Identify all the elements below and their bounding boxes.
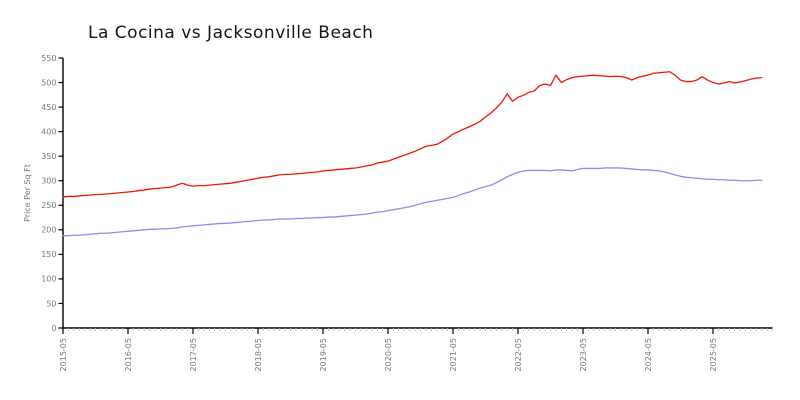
y-tick-label: 150 (41, 250, 56, 259)
axis-spines (62, 58, 773, 329)
y-tick-label: 100 (41, 275, 56, 284)
y-tick-label: 200 (41, 226, 56, 235)
y-tick-label: 0 (51, 324, 56, 333)
y-tick-label: 300 (41, 177, 56, 186)
y-tick-label: 250 (41, 201, 56, 210)
x-tick-label: 2020-05 (384, 338, 393, 371)
x-tick-label: 2015-05 (59, 338, 68, 371)
x-tick-label: 2025-05 (709, 338, 718, 371)
x-tick-label: 2016-05 (124, 338, 133, 371)
chart-title: La Cocina vs Jacksonville Beach (88, 23, 373, 43)
y-tick-label: 50 (46, 299, 56, 308)
axes: 0 50 100 150 200 250 300 350 400 450 500 550 2015-05… (41, 54, 774, 371)
y-tick-label: 400 (41, 127, 56, 136)
y-tick-label: 550 (41, 54, 56, 63)
y-tick-label: 500 (41, 78, 56, 87)
x-tick-label: 2018-05 (254, 338, 263, 371)
y-tick-label: 450 (41, 103, 56, 112)
x-tick-label: 2022-05 (514, 338, 523, 371)
x-tick-label: 2023-05 (579, 338, 588, 371)
series-lines (62, 71, 763, 237)
x-tick-label: 2021-05 (449, 338, 458, 371)
x-tick-label: 2024-05 (644, 338, 653, 371)
x-tick-label: 2019-05 (319, 338, 328, 371)
x-tick-label: 2017-05 (189, 338, 198, 371)
series-line-jacksonville-beach (62, 167, 763, 237)
y-axis-label: Price Per Sq Ft (23, 164, 32, 222)
series-line-la-cocina (62, 71, 763, 198)
y-tick-label: 350 (41, 152, 56, 161)
